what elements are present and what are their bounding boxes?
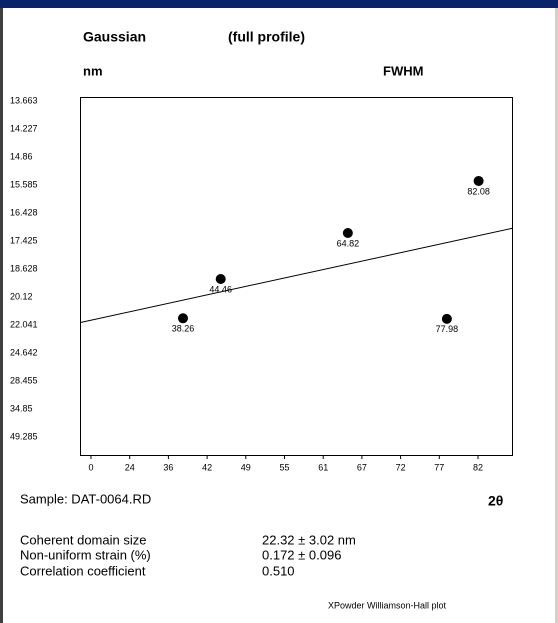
- sample-label: Sample: DAT-0064.RD: [20, 491, 151, 506]
- x-tick-label: 49: [241, 462, 251, 472]
- y-tick-label: 34.85: [10, 403, 33, 413]
- chart-title: Gaussian: [83, 29, 146, 45]
- fwhm-label: FWHM: [383, 63, 423, 78]
- chart-subtitle: (full profile): [228, 29, 305, 45]
- y-tick-label: 15.585: [10, 179, 38, 189]
- data-point: [342, 227, 353, 238]
- stat-value: 0.172 ± 0.096: [262, 547, 341, 562]
- stat-name: Correlation coefficient: [20, 563, 146, 578]
- data-label: 64.82: [337, 238, 360, 248]
- footer: XPowder Williamson-Hall plot: [328, 600, 447, 610]
- x-tick-label: 36: [163, 462, 173, 472]
- data-point: [473, 175, 484, 186]
- stat-name: Coherent domain size: [20, 532, 146, 547]
- data-point: [441, 313, 452, 324]
- y-tick-label: 14.86: [10, 151, 33, 161]
- y-axis-label: nm: [83, 63, 103, 78]
- x-tick-label: 24: [125, 462, 135, 472]
- x-axis-label: 2θ: [488, 493, 503, 509]
- x-tick-label: 82: [473, 462, 483, 472]
- data-label: 38.26: [172, 324, 195, 334]
- x-tick-label: 77: [434, 462, 444, 472]
- x-tick-label: 72: [396, 462, 406, 472]
- y-tick-label: 20.12: [10, 291, 33, 301]
- stat-value: 22.32 ± 3.02 nm: [262, 532, 356, 547]
- y-tick-label: 28.455: [10, 375, 38, 385]
- y-tick-label: 18.628: [10, 263, 38, 273]
- y-tick-label: 14.227: [10, 123, 38, 133]
- data-point: [215, 273, 226, 284]
- y-tick-label: 16.428: [10, 207, 38, 217]
- window-border: [555, 8, 558, 623]
- data-point: [177, 313, 188, 324]
- data-label: 82.08: [467, 186, 490, 196]
- y-tick-label: 49.285: [10, 431, 38, 441]
- window-border: [0, 8, 3, 623]
- x-tick-label: 67: [357, 462, 367, 472]
- y-tick-label: 17.425: [10, 235, 38, 245]
- x-tick-label: 55: [279, 462, 289, 472]
- plot-frame: [80, 97, 513, 456]
- data-label: 77.98: [436, 324, 459, 334]
- stat-name: Non-uniform strain (%): [20, 547, 151, 562]
- y-tick-label: 24.642: [10, 347, 38, 357]
- fit-line: [80, 227, 513, 323]
- x-tick-label: 0: [88, 462, 93, 472]
- x-tick-label: 42: [202, 462, 212, 472]
- y-tick-label: 13.663: [10, 95, 38, 105]
- stat-value: 0.510: [262, 563, 295, 578]
- data-label: 44.46: [209, 284, 232, 294]
- x-tick-label: 61: [318, 462, 328, 472]
- y-tick-label: 22.041: [10, 319, 38, 329]
- title-bar: [0, 0, 558, 8]
